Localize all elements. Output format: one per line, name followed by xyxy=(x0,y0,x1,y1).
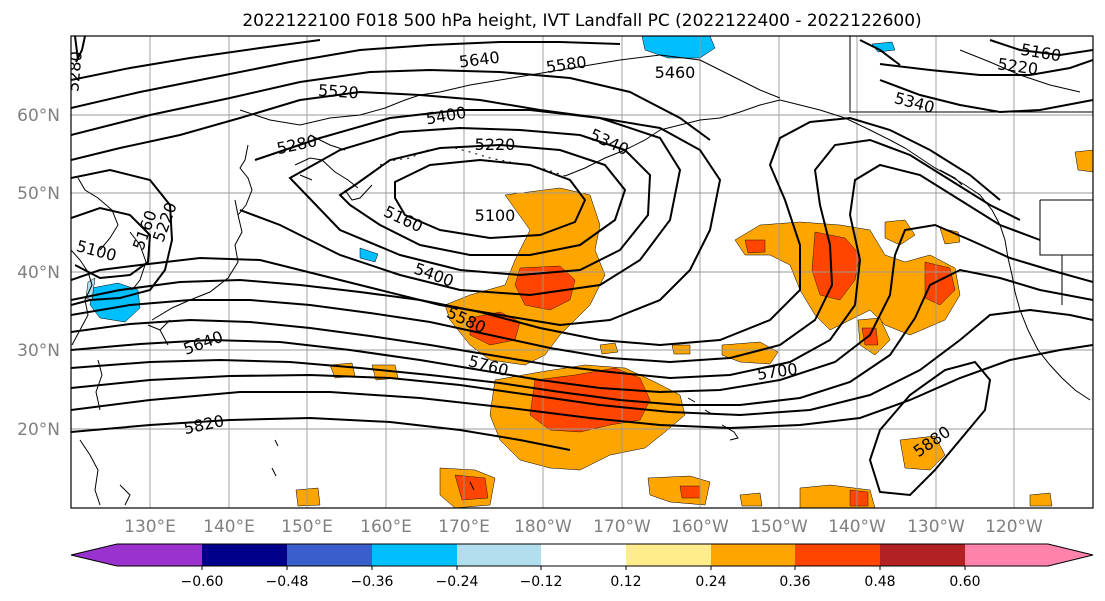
lon-label: 160°W xyxy=(671,517,729,537)
lat-label: 30°N xyxy=(17,341,60,361)
lat-label: 60°N xyxy=(17,106,60,126)
lon-label: 150°E xyxy=(281,517,333,537)
lon-label: 140°E xyxy=(203,517,255,537)
colorbar-segment xyxy=(880,544,965,566)
lon-label: 180°W xyxy=(514,517,572,537)
contour-label: 5100 xyxy=(475,206,516,225)
height-contours xyxy=(71,36,1093,497)
colorbar-segment xyxy=(287,544,372,566)
lon-label: 170°E xyxy=(438,517,490,537)
colorbar-tick-label: 0.60 xyxy=(949,574,980,590)
lon-label: 140°W xyxy=(828,517,886,537)
lon-label: 130°E xyxy=(124,517,176,537)
colorbar-segment xyxy=(457,544,541,566)
lon-label: 120°W xyxy=(985,517,1043,537)
colorbar-segment xyxy=(71,544,202,566)
lon-label: 150°W xyxy=(750,517,808,537)
colorbar-segment xyxy=(711,544,795,566)
colorbar-segment xyxy=(541,544,626,566)
colorbar: −0.60 −0.48 −0.36 −0.24 −0.12 0.12 0.24 … xyxy=(70,543,1094,590)
map-panel: 5640 5580 5460 5520 5400 5280 5220 5340 … xyxy=(63,36,1093,508)
lat-label: 40°N xyxy=(17,263,60,283)
colorbar-ticks xyxy=(201,566,966,570)
colorbar-tick-label: −0.48 xyxy=(266,574,309,590)
lat-label: 20°N xyxy=(17,420,60,440)
lat-label: 50°N xyxy=(17,184,60,204)
colorbar-tick-label: −0.12 xyxy=(520,574,563,590)
colorbar-tick-label: 0.36 xyxy=(779,574,810,590)
longitude-labels: 130°E 140°E 150°E 160°E 170°E 180°W 170°… xyxy=(124,517,1043,537)
contour-label: 5220 xyxy=(475,135,516,154)
chart-title: 2022122100 F018 500 hPa height, IVT Land… xyxy=(242,11,921,31)
contour-label: 5460 xyxy=(655,63,696,82)
colorbar-segment xyxy=(372,544,457,566)
colorbar-segment xyxy=(202,544,287,566)
map-frame xyxy=(70,35,1094,509)
lon-label: 160°E xyxy=(360,517,412,537)
contour-label: 5640 xyxy=(458,48,501,72)
colorbar-tick-label: −0.60 xyxy=(181,574,224,590)
colorbar-tick-label: 0.24 xyxy=(695,574,726,590)
colorbar-segment xyxy=(965,544,1093,566)
lon-label: 130°W xyxy=(907,517,965,537)
latitude-labels: 60°N 50°N 40°N 30°N 20°N xyxy=(17,106,60,440)
contour-label: 5280 xyxy=(63,50,85,92)
colorbar-segment xyxy=(626,544,711,566)
colorbar-outline xyxy=(70,543,1094,567)
colorbar-tick-label: 0.12 xyxy=(610,574,641,590)
colorbar-segment xyxy=(795,544,880,566)
contour-label: 5520 xyxy=(317,81,359,103)
colorbar-tick-label: 0.48 xyxy=(864,574,895,590)
lon-label: 170°W xyxy=(593,517,651,537)
colorbar-tick-label: −0.36 xyxy=(351,574,394,590)
colorbar-tick-label: −0.24 xyxy=(436,574,479,590)
